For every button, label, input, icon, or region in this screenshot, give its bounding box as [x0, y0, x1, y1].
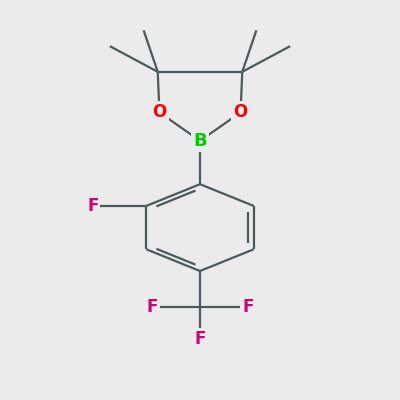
Text: O: O: [234, 104, 248, 122]
Text: F: F: [87, 197, 98, 215]
Text: B: B: [193, 132, 207, 150]
Text: O: O: [152, 104, 166, 122]
Text: F: F: [242, 298, 254, 316]
Text: F: F: [146, 298, 158, 316]
Text: F: F: [194, 330, 206, 348]
